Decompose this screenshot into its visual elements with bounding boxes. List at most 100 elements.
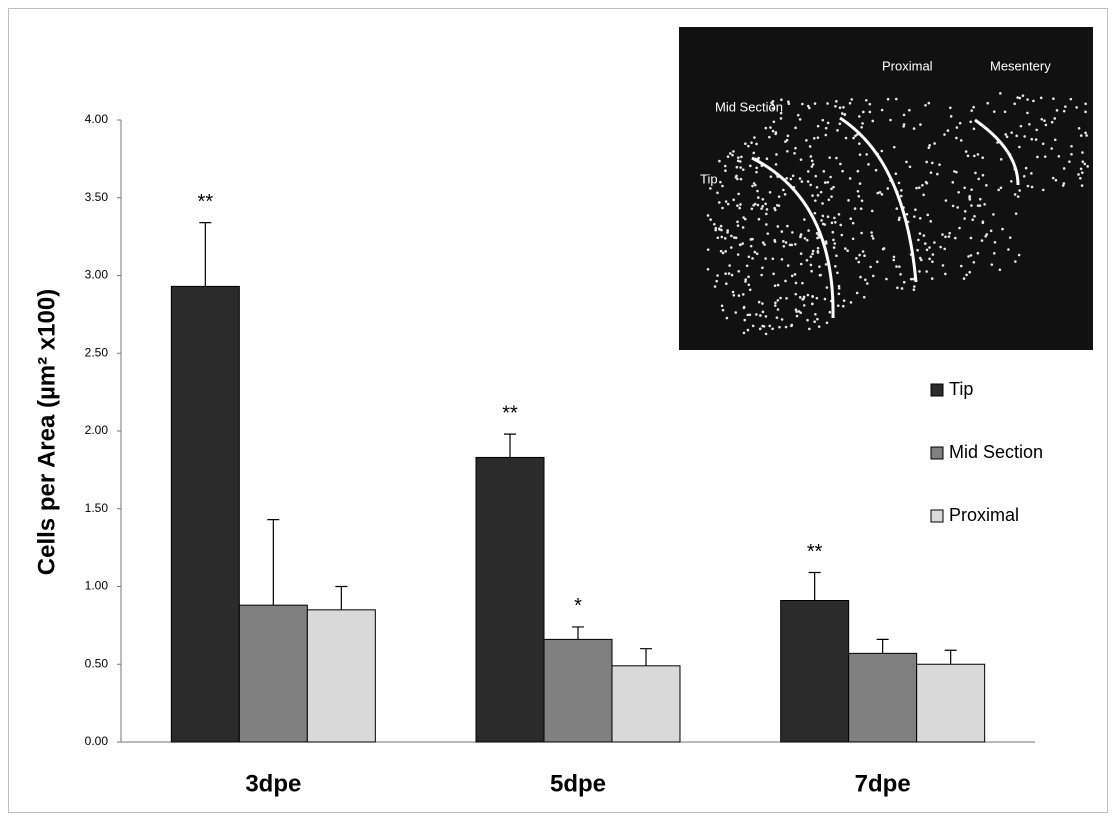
inset-dot bbox=[794, 242, 797, 246]
inset-dot bbox=[821, 118, 825, 122]
inset-dot bbox=[886, 97, 890, 101]
inset-dot bbox=[860, 231, 863, 235]
inset-dot bbox=[760, 207, 763, 210]
inset-dot bbox=[750, 141, 753, 144]
inset-dot bbox=[880, 108, 884, 112]
inset-dot bbox=[736, 177, 739, 181]
inset-dot bbox=[764, 126, 768, 130]
inset-dot bbox=[840, 112, 844, 115]
inset-dot bbox=[824, 263, 828, 266]
inset-dot bbox=[723, 237, 727, 240]
inset-dot bbox=[863, 254, 866, 258]
inset-dot bbox=[835, 156, 838, 160]
inset-dot bbox=[786, 224, 789, 228]
inset-dot bbox=[816, 124, 820, 128]
inset-dot bbox=[736, 224, 740, 227]
inset-dot bbox=[1057, 155, 1061, 158]
inset-dot bbox=[787, 100, 790, 104]
inset-dot bbox=[718, 201, 721, 204]
inset-dot bbox=[998, 268, 1002, 272]
inset-dot bbox=[835, 100, 838, 103]
inset-dot bbox=[972, 105, 975, 109]
inset-dot bbox=[731, 290, 735, 294]
inset-dot bbox=[813, 320, 816, 324]
inset-dot bbox=[1083, 162, 1087, 166]
inset-dot bbox=[918, 270, 921, 273]
inset-dot bbox=[1040, 117, 1044, 121]
inset-dot bbox=[775, 316, 779, 319]
inset-dot bbox=[963, 210, 967, 213]
inset-dot bbox=[800, 180, 804, 183]
inset-boundary bbox=[974, 118, 1020, 186]
inset-dot bbox=[746, 313, 750, 317]
inset-dot bbox=[761, 302, 764, 305]
inset-dot bbox=[927, 101, 931, 105]
inset-dot bbox=[954, 236, 957, 240]
inset-dot bbox=[752, 182, 756, 185]
inset-dot bbox=[989, 229, 993, 233]
inset-dot bbox=[864, 98, 868, 102]
inset-dot bbox=[827, 198, 831, 202]
error-bar bbox=[944, 649, 957, 665]
inset-dot bbox=[969, 236, 973, 240]
inset-dot bbox=[1003, 110, 1007, 114]
inset-dot bbox=[909, 277, 913, 281]
inset-dot bbox=[815, 232, 819, 235]
inset-dot bbox=[1013, 102, 1017, 106]
inset-boundary bbox=[751, 156, 835, 319]
inset-dot bbox=[821, 202, 824, 205]
inset-dot bbox=[761, 205, 765, 208]
inset-dot bbox=[730, 273, 734, 277]
inset-dot bbox=[1023, 135, 1026, 138]
inset-dot bbox=[818, 265, 821, 268]
inset-dot bbox=[870, 234, 874, 238]
inset-dot bbox=[739, 177, 743, 181]
inset-dot bbox=[810, 165, 814, 168]
inset-dot bbox=[723, 164, 727, 168]
inset-dot bbox=[816, 236, 819, 240]
inset-dot bbox=[746, 328, 750, 332]
inset-dot bbox=[898, 216, 901, 220]
inset-dot bbox=[816, 194, 820, 197]
inset-dot bbox=[844, 136, 848, 140]
inset-dot bbox=[992, 252, 996, 255]
inset-dot bbox=[843, 113, 847, 116]
inset-dot bbox=[837, 213, 841, 216]
inset-dot bbox=[870, 209, 874, 213]
inset-dot bbox=[751, 184, 754, 188]
inset-dot bbox=[732, 236, 736, 239]
inset-dot bbox=[949, 115, 953, 118]
inset-dot bbox=[984, 234, 987, 238]
significance-label: ** bbox=[807, 541, 823, 563]
inset-dot bbox=[758, 327, 762, 331]
error-bar bbox=[640, 648, 652, 666]
inset-dot bbox=[816, 136, 820, 139]
inset-dot bbox=[806, 293, 810, 297]
inset-dot bbox=[842, 105, 845, 109]
inset-dot bbox=[712, 222, 716, 226]
inset-dot bbox=[974, 171, 977, 175]
inset-dot bbox=[779, 117, 783, 120]
inset-dot bbox=[780, 318, 784, 321]
inset-dot bbox=[1086, 165, 1089, 168]
inset-dot bbox=[815, 185, 819, 189]
inset-dot bbox=[1030, 172, 1033, 175]
inset-dot bbox=[757, 156, 760, 160]
inset-dot bbox=[743, 318, 747, 322]
inset-dot bbox=[770, 101, 773, 105]
legend-swatch bbox=[930, 509, 944, 523]
inset-dot bbox=[855, 291, 859, 295]
inset-dot bbox=[716, 236, 720, 240]
inset-dot bbox=[732, 198, 735, 202]
inset-dot bbox=[747, 275, 750, 279]
y-tick-label: 4.00 bbox=[85, 112, 109, 126]
inset-dot bbox=[811, 302, 814, 306]
inset-dot bbox=[809, 263, 813, 267]
inset-label: Mesentery bbox=[990, 58, 1051, 73]
inset-dot bbox=[799, 262, 803, 266]
inset-dot bbox=[1043, 119, 1046, 123]
inset-dot bbox=[755, 170, 758, 174]
inset-dot bbox=[739, 243, 742, 247]
inset-dot bbox=[1077, 127, 1081, 130]
inset-dot bbox=[806, 170, 810, 173]
